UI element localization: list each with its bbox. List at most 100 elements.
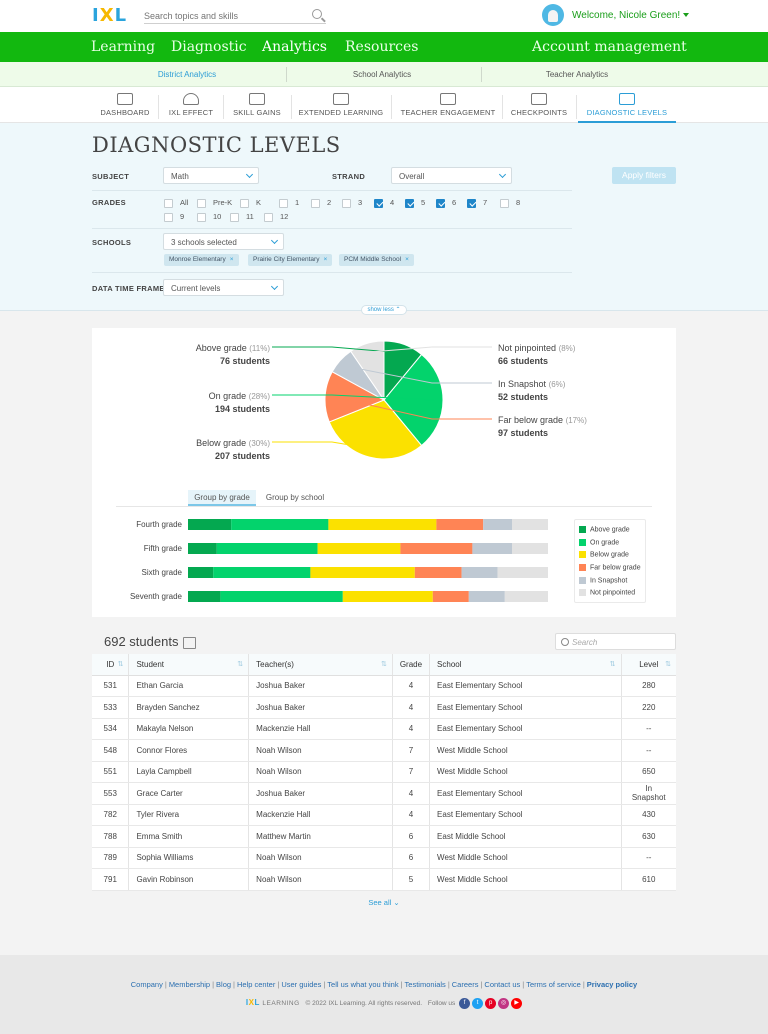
- show-less-toggle[interactable]: show less ⌃: [361, 305, 407, 315]
- checkbox-box[interactable]: [197, 212, 206, 222]
- sort-icon[interactable]: ⇅: [665, 661, 671, 668]
- remove-icon[interactable]: ×: [323, 256, 328, 263]
- table-row[interactable]: 789 Sophia Williams Noah Wilson 6 West Middl…: [92, 847, 676, 869]
- table-row[interactable]: 531 Ethan Garcia Joshua Baker 4 East Element…: [92, 675, 676, 697]
- table-row[interactable]: 533 Brayden Sanchez Joshua Baker 4 East Elem…: [92, 696, 676, 719]
- apply-filters-button[interactable]: Apply filters: [612, 167, 676, 184]
- checkbox-box[interactable]: [436, 198, 445, 208]
- table-row[interactable]: 791 Gavin Robinson Noah Wilson 5 West Middle…: [92, 868, 676, 891]
- sort-icon[interactable]: ⇅: [380, 661, 387, 668]
- column-header[interactable]: School ⇅: [429, 654, 622, 676]
- footer-link[interactable]: Tell us what you think: [327, 980, 399, 989]
- checkbox-box[interactable]: [311, 198, 320, 208]
- checkbox-box[interactable]: [500, 198, 509, 208]
- tab-group-by-grade[interactable]: Group by grade: [188, 490, 256, 506]
- tab-skill-gains[interactable]: SKILL GAINS: [228, 91, 286, 123]
- facebook-icon[interactable]: f: [459, 998, 471, 1009]
- topic-search[interactable]: [144, 6, 326, 25]
- timeframe-select[interactable]: Current levels: [163, 279, 284, 296]
- tab-extended-learning[interactable]: EXTENDED LEARNING: [296, 91, 386, 123]
- tab-diagnostic-levels[interactable]: DIAGNOSTIC LEVELS: [578, 91, 676, 123]
- schools-select[interactable]: 3 schools selected: [163, 233, 284, 250]
- footer-link[interactable]: Company: [130, 980, 163, 989]
- footer-link[interactable]: Careers: [451, 980, 479, 989]
- checkbox-box[interactable]: [467, 198, 476, 208]
- table-row[interactable]: 551 Layla Campbell Noah Wilson 7 West Middle…: [92, 761, 676, 783]
- tab-checkpoints[interactable]: CHECKPOINTS: [507, 91, 571, 123]
- footer-link[interactable]: Contact us: [484, 980, 521, 989]
- table-row[interactable]: 782 Tyler Rivera Mackenzie Hall 4 East Eleme…: [92, 804, 676, 826]
- column-header[interactable]: Teacher(s) ⇅: [248, 654, 393, 676]
- avatar[interactable]: [542, 4, 564, 26]
- subnav-teacher[interactable]: Teacher Analytics: [545, 70, 609, 79]
- footer-link[interactable]: Terms of service: [526, 980, 581, 989]
- grade-checkbox[interactable]: 12: [264, 212, 288, 223]
- checkbox-box[interactable]: [230, 212, 239, 222]
- export-icon[interactable]: [183, 636, 197, 649]
- footer-link[interactable]: Membership: [168, 980, 211, 989]
- tab-teacher-engagement[interactable]: TEACHER ENGAGEMENT: [398, 91, 498, 123]
- footer-link[interactable]: Blog: [216, 980, 232, 989]
- footer-link[interactable]: Testimonials: [404, 980, 446, 989]
- welcome-menu[interactable]: Welcome, Nicole Green!: [572, 10, 690, 21]
- school-chip[interactable]: PCM Middle School ×: [339, 254, 414, 266]
- grade-checkbox[interactable]: 2: [311, 198, 331, 209]
- checkbox-box[interactable]: [405, 198, 414, 208]
- strand-select[interactable]: Overall: [391, 167, 512, 184]
- tab-group-by-school[interactable]: Group by school: [265, 493, 325, 502]
- footer-link[interactable]: Help center: [237, 980, 276, 989]
- sort-icon[interactable]: ⇅: [117, 661, 124, 668]
- grade-checkbox[interactable]: 11: [230, 212, 254, 223]
- table-row[interactable]: 548 Connor Flores Noah Wilson 7 West Middle …: [92, 739, 676, 762]
- checkbox-box[interactable]: [164, 198, 173, 208]
- grade-checkbox[interactable]: K: [240, 198, 261, 209]
- instagram-icon[interactable]: ◎: [498, 998, 510, 1009]
- youtube-icon[interactable]: ▶: [511, 998, 523, 1009]
- checkbox-box[interactable]: [164, 212, 173, 222]
- grade-checkbox[interactable]: Pre-K: [197, 198, 232, 209]
- table-row[interactable]: 553 Grace Carter Joshua Baker 4 East Element…: [92, 782, 676, 805]
- checkbox-box[interactable]: [197, 198, 206, 208]
- remove-icon[interactable]: ×: [229, 256, 234, 263]
- column-header[interactable]: Student ⇅: [128, 654, 250, 676]
- checkbox-box[interactable]: [279, 198, 288, 208]
- checkbox-box[interactable]: [240, 198, 249, 208]
- grade-checkbox[interactable]: 3: [342, 198, 362, 209]
- checkbox-box[interactable]: [374, 198, 383, 208]
- grade-checkbox[interactable]: 1: [279, 198, 299, 209]
- grade-checkbox[interactable]: 4: [374, 198, 394, 209]
- topic-search-input[interactable]: [144, 7, 304, 25]
- school-chip[interactable]: Prairie City Elementary ×: [248, 254, 333, 266]
- grade-checkbox[interactable]: 9: [164, 212, 184, 223]
- column-header[interactable]: ID ⇅: [92, 654, 130, 676]
- nav-diagnostic[interactable]: Diagnostic: [171, 39, 247, 55]
- grade-checkbox[interactable]: 8: [500, 198, 520, 209]
- student-search-input[interactable]: Search: [555, 633, 676, 650]
- school-chip[interactable]: Monroe Elementary ×: [164, 254, 239, 266]
- grade-checkbox[interactable]: 7: [467, 198, 487, 209]
- nav-resources[interactable]: Resources: [345, 39, 419, 55]
- grade-checkbox[interactable]: 6: [436, 198, 456, 209]
- sort-icon[interactable]: ⇅: [237, 661, 244, 668]
- ixl-logo[interactable]: IXL: [92, 5, 128, 26]
- ixl-learning-logo[interactable]: IXL LEARNING: [245, 998, 300, 1008]
- twitter-icon[interactable]: t: [472, 998, 484, 1009]
- tab-dashboard[interactable]: DASHBOARD: [96, 91, 154, 123]
- subnav-district[interactable]: District Analytics: [157, 70, 217, 79]
- table-row[interactable]: 788 Emma Smith Matthew Martin 6 East Middle …: [92, 825, 676, 848]
- column-header[interactable]: Grade: [392, 654, 431, 676]
- grade-checkbox[interactable]: 5: [405, 198, 425, 209]
- column-header[interactable]: Level ⇅: [621, 654, 676, 676]
- search-icon[interactable]: [312, 9, 322, 19]
- pinterest-icon[interactable]: p: [485, 998, 497, 1009]
- grade-checkbox[interactable]: 10: [197, 212, 221, 223]
- nav-learning[interactable]: Learning: [91, 39, 156, 55]
- subnav-school[interactable]: School Analytics: [352, 70, 412, 79]
- nav-analytics[interactable]: Analytics: [262, 39, 327, 55]
- nav-account-management[interactable]: Account management: [532, 39, 687, 55]
- checkbox-box[interactable]: [342, 198, 351, 208]
- sort-icon[interactable]: ⇅: [609, 661, 616, 668]
- footer-link[interactable]: User guides: [281, 980, 322, 989]
- tab-ixl-effect[interactable]: IXL EFFECT: [163, 91, 219, 123]
- grade-checkbox[interactable]: All: [164, 198, 188, 209]
